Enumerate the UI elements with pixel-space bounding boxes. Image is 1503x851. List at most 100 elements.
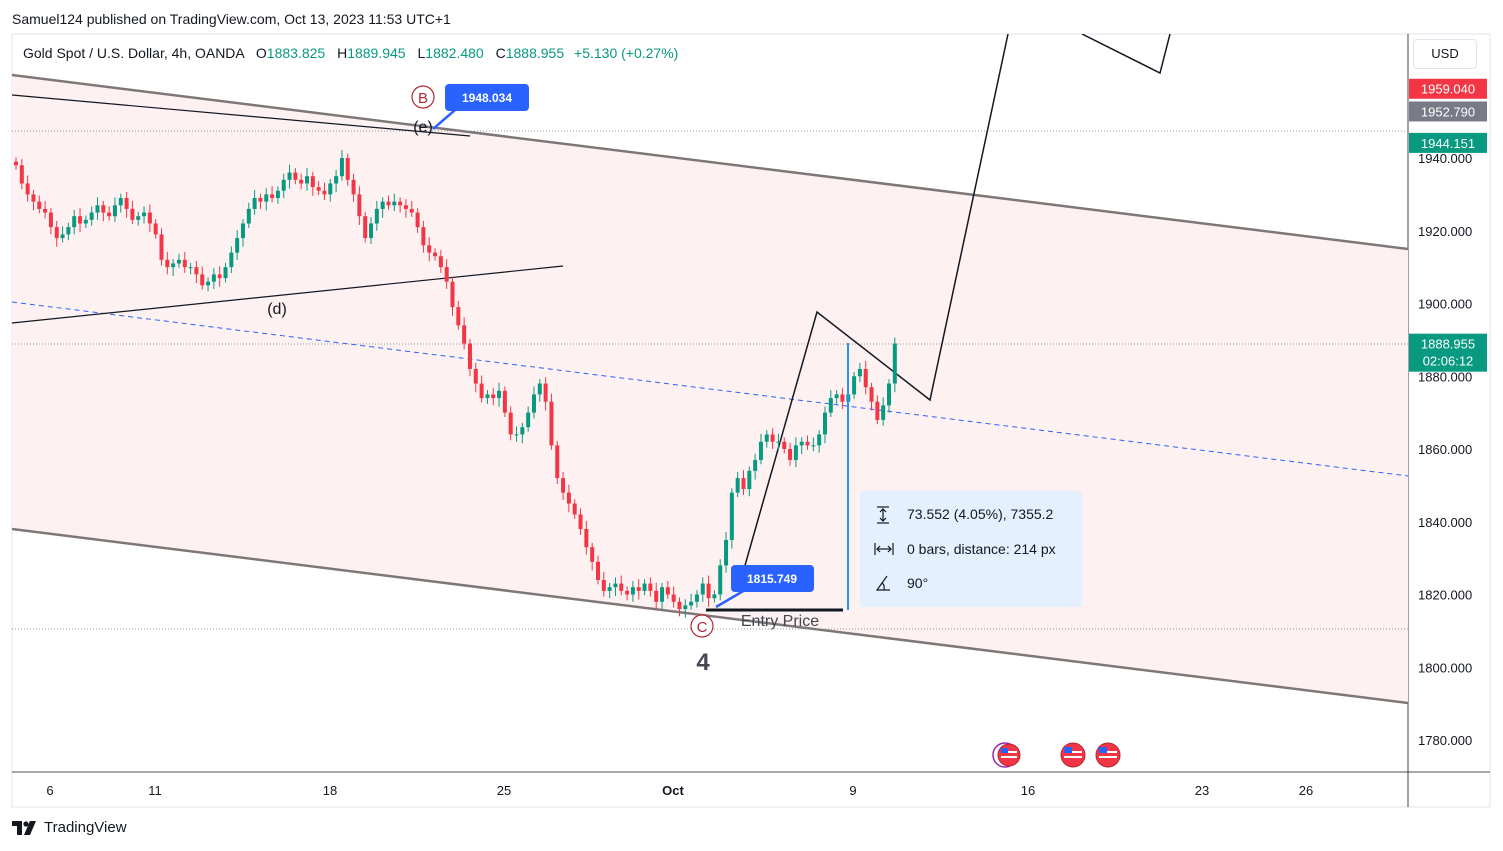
candle-body xyxy=(281,179,286,191)
candle-body xyxy=(136,216,141,220)
candle-body xyxy=(549,401,554,446)
measure-tool-box[interactable]: 73.552 (4.05%), 7355.2 0 bars, distance:… xyxy=(860,491,1082,607)
candle-body xyxy=(369,223,374,239)
candle-body xyxy=(817,434,822,446)
price-tag xyxy=(1409,132,1487,153)
candle-body xyxy=(415,212,420,228)
candle-body xyxy=(25,183,30,195)
price-axis[interactable]: 1780.000 1800.000 1820.000 1840.000 1860.000… xyxy=(1418,151,1472,748)
us-flag-icon[interactable] xyxy=(1095,742,1121,768)
us-flag-icon[interactable] xyxy=(992,742,1021,768)
event-markers[interactable] xyxy=(992,742,1121,768)
triangle-upper-line[interactable] xyxy=(12,94,471,137)
candle-body xyxy=(83,219,88,224)
wave-c-circle[interactable] xyxy=(690,614,714,638)
currency-button[interactable]: USD xyxy=(1413,39,1477,69)
candle-body xyxy=(107,212,112,217)
candle-body xyxy=(648,583,653,591)
candle-body xyxy=(188,267,193,269)
candle-body xyxy=(718,565,723,595)
candle-body xyxy=(101,205,106,213)
candle-body xyxy=(572,503,577,515)
candle-body xyxy=(142,212,147,217)
candle-body xyxy=(403,205,408,209)
candle-body xyxy=(561,478,566,493)
dashed-trend-line[interactable] xyxy=(12,301,1408,477)
candle-body xyxy=(182,259,187,268)
candle-body xyxy=(316,187,321,191)
candle-body xyxy=(438,256,443,268)
projection-path[interactable] xyxy=(743,34,1009,570)
wave-d-label: (d) xyxy=(267,301,287,318)
brand-label: TradingView xyxy=(44,819,127,836)
callout-b[interactable]: 1948.034 xyxy=(432,84,529,130)
candle-body xyxy=(677,601,682,610)
price-range-icon xyxy=(877,506,889,524)
candle-body xyxy=(392,201,397,206)
candle-body xyxy=(363,216,368,239)
candle-body xyxy=(328,183,333,195)
svg-text:1948.034: 1948.034 xyxy=(462,91,512,105)
channel-upper-line[interactable] xyxy=(12,73,1408,251)
candle-body xyxy=(235,238,240,253)
high-value: 1889.945 xyxy=(347,45,406,61)
triangle-lower-line[interactable] xyxy=(12,265,564,324)
candle-body xyxy=(869,387,874,402)
candle-body xyxy=(555,445,560,479)
candle-body xyxy=(444,267,449,282)
candle-body xyxy=(72,216,77,228)
candle-body xyxy=(299,179,304,184)
candle-body xyxy=(258,198,263,202)
candle-body xyxy=(252,198,257,209)
candle-body xyxy=(409,208,414,213)
candle-body xyxy=(78,216,83,224)
projection-path-upper[interactable] xyxy=(1081,34,1171,75)
bar-countdown: 02:06:12 xyxy=(1423,354,1474,369)
price-tick-label: 1820.000 xyxy=(1418,588,1472,603)
candle-body xyxy=(246,208,251,224)
candle-body xyxy=(619,583,624,591)
candle-body xyxy=(43,208,48,213)
callout-c[interactable]: 1815.749 xyxy=(715,565,814,609)
low-label: L xyxy=(417,45,426,61)
candle-body xyxy=(491,394,496,399)
candle-body xyxy=(124,198,129,209)
candle-body xyxy=(753,459,758,471)
candle-body xyxy=(508,412,513,435)
candle-body xyxy=(147,212,152,224)
candle-body xyxy=(456,307,461,326)
channel-lower-line[interactable] xyxy=(12,527,1408,705)
candle-body xyxy=(398,201,403,206)
us-flag-icon[interactable] xyxy=(1060,742,1086,768)
candle-body xyxy=(211,274,216,282)
candle-body xyxy=(875,401,880,420)
symbol-title[interactable]: Gold Spot / U.S. Dollar, 4h, OANDA xyxy=(23,45,244,61)
time-tick-label: 9 xyxy=(849,783,856,798)
candle-body xyxy=(339,158,344,177)
candle-body xyxy=(660,587,665,602)
candle-body xyxy=(822,412,827,435)
candle-body xyxy=(171,263,176,268)
candle-body xyxy=(689,601,694,606)
time-tick-label: 23 xyxy=(1195,783,1209,798)
candle-body xyxy=(596,561,600,580)
change-value: +5.130 (+0.27%) xyxy=(574,45,679,61)
candle-body xyxy=(747,470,752,490)
time-tick-label: 18 xyxy=(323,783,337,798)
candle-body xyxy=(310,176,315,188)
candle-body xyxy=(502,390,507,413)
candle-body xyxy=(31,194,36,202)
price-tick-label: 1780.000 xyxy=(1418,733,1472,748)
candle-body xyxy=(706,583,711,599)
candle-body xyxy=(520,427,525,435)
time-tick-label: 6 xyxy=(46,783,53,798)
candle-body xyxy=(264,194,269,202)
price-tick-label: 1880.000 xyxy=(1418,369,1472,384)
candle-body xyxy=(194,267,199,275)
wave-b-circle[interactable] xyxy=(411,85,435,109)
candle-body xyxy=(863,368,868,388)
tradingview-brand[interactable]: TradingView xyxy=(12,819,127,836)
time-axis[interactable]: 6 11 18 25 Oct 9 16 23 26 xyxy=(46,783,1313,798)
candle-body xyxy=(881,405,886,420)
